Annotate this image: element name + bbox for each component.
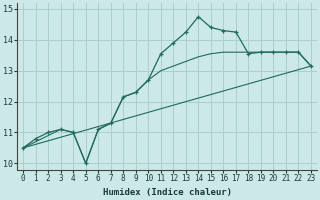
X-axis label: Humidex (Indice chaleur): Humidex (Indice chaleur)	[103, 188, 232, 197]
